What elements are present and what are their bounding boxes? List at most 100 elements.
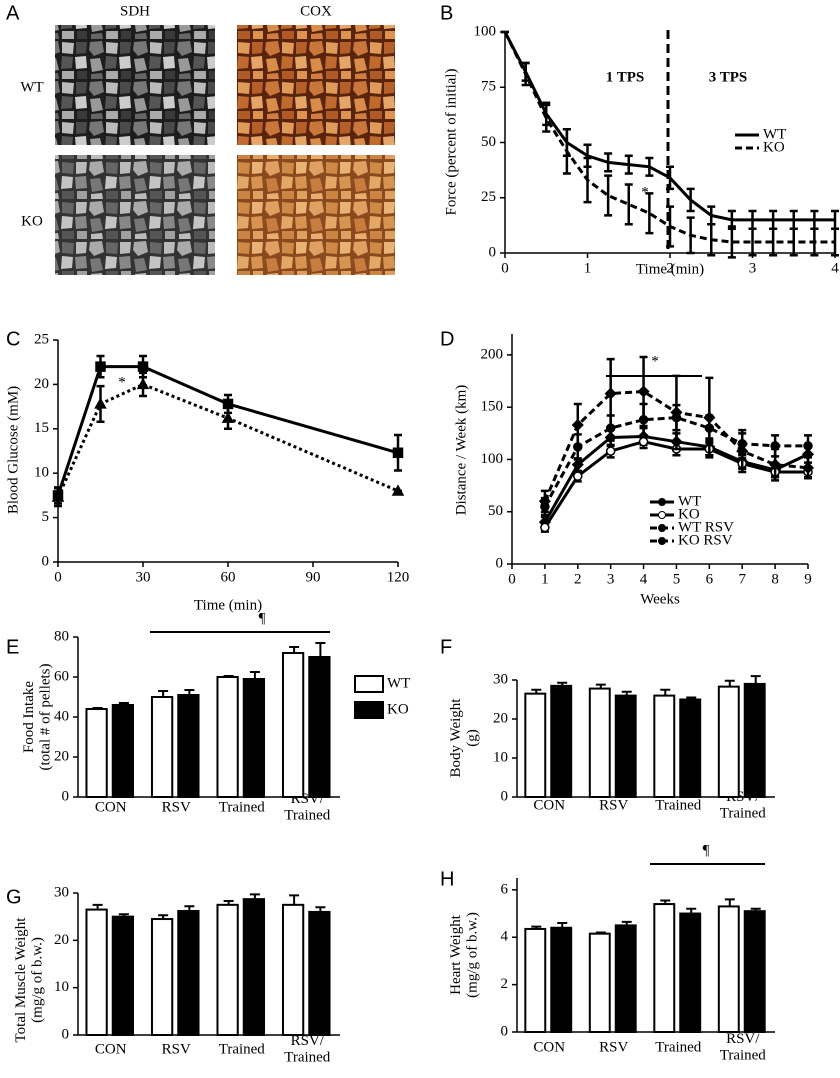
- marker: [769, 458, 782, 471]
- marker: [605, 446, 616, 456]
- bar: [679, 912, 702, 1033]
- error-bar: [686, 216, 695, 255]
- marker: [94, 397, 107, 409]
- annotation: 1 TPS: [606, 69, 645, 85]
- marker: [221, 411, 235, 423]
- y-tick-label: 0: [501, 1023, 509, 1039]
- row-label: KO: [21, 213, 43, 229]
- error-bar: [748, 227, 757, 257]
- data-line: [56, 365, 399, 496]
- y-tick-label: 20: [493, 710, 508, 726]
- error-bar: [604, 152, 613, 173]
- category-label: RSV: [162, 799, 191, 815]
- bar: [85, 708, 108, 798]
- x-tick-label: 2: [666, 260, 674, 276]
- error-bar: [249, 671, 260, 679]
- y-tick-label: 0: [501, 788, 509, 804]
- panel-letter: B: [440, 2, 453, 24]
- error-bar: [666, 165, 674, 191]
- error-bar: [769, 227, 778, 257]
- x-tick-label: 3: [749, 260, 757, 276]
- row-label: WT: [20, 79, 43, 95]
- x-tick-label: 4: [831, 260, 839, 276]
- marker: [803, 441, 813, 451]
- marker: [671, 412, 682, 423]
- y-tick-label: 75: [481, 79, 496, 95]
- y-tick-label: 10: [34, 465, 49, 481]
- y-tick-label: 60: [54, 668, 69, 684]
- y-tick-label: 100: [481, 451, 504, 467]
- annotation: ¶: [259, 610, 266, 626]
- x-tick-label: 0: [508, 571, 516, 587]
- marker: [604, 387, 617, 400]
- x-tick-label: 30: [136, 569, 151, 585]
- y-tick-label: 0: [42, 553, 50, 569]
- legend-label: WT: [678, 493, 701, 509]
- error-bar: [542, 103, 551, 133]
- y-tick-label: 20: [54, 932, 69, 948]
- legend-label: KO: [678, 506, 700, 522]
- annotation: *: [651, 353, 659, 369]
- x-tick-label: 8: [771, 571, 779, 587]
- legend-swatch: [354, 701, 384, 719]
- y-tick-label: 150: [481, 399, 504, 415]
- bar: [743, 910, 766, 1034]
- marker: [391, 484, 405, 496]
- x-tick-label: 1: [541, 571, 549, 587]
- error-bar: [624, 183, 633, 226]
- y-tick-label: 40: [54, 708, 69, 724]
- micrograph: [55, 155, 215, 275]
- x-tick-label: 5: [673, 571, 681, 587]
- legend-marker: [658, 524, 666, 532]
- error-bar: [707, 223, 716, 257]
- category-label: CON: [95, 1041, 127, 1057]
- error-bar: [831, 227, 839, 257]
- annotation: *: [118, 374, 126, 390]
- error-bar: [727, 225, 736, 259]
- x-axis-label: Time (min): [636, 261, 704, 277]
- panel-letter: D: [440, 328, 454, 350]
- x-tick-label: 7: [738, 571, 746, 587]
- data-line: [56, 382, 399, 498]
- error-bar: [810, 227, 819, 257]
- x-tick-label: 60: [221, 569, 236, 585]
- annotation: *: [641, 184, 649, 200]
- category-label: RSV/Trained: [720, 1031, 767, 1064]
- x-tick-label: 3: [607, 571, 615, 587]
- category-label: CON: [533, 797, 565, 813]
- micrograph: [55, 25, 215, 145]
- panel-letter: E: [6, 636, 19, 658]
- x-tick-label: 1: [584, 260, 592, 276]
- bar: [242, 898, 266, 1036]
- category-label: Trained: [219, 1041, 266, 1057]
- error-bar: [724, 898, 735, 907]
- y-tick-label: 30: [54, 884, 69, 900]
- panel-letter: F: [440, 636, 452, 658]
- annotation: 3 TPS: [709, 69, 748, 85]
- marker: [573, 442, 583, 452]
- x-axis-label: Time (min): [194, 597, 262, 613]
- panel-letter: G: [6, 886, 22, 908]
- bar: [550, 684, 573, 798]
- y-axis-label: Total Muscle Weight(mg/g of b.w.): [13, 917, 46, 1043]
- category-label: Trained: [655, 797, 702, 813]
- bar: [679, 698, 702, 798]
- bar: [150, 696, 174, 798]
- y-tick-label: 10: [493, 749, 508, 765]
- bar: [653, 694, 676, 798]
- legend-label: KO RSV: [678, 532, 733, 548]
- marker: [637, 385, 650, 398]
- marker: [704, 423, 715, 433]
- legend-marker: [658, 511, 666, 519]
- y-tick-label: 100: [474, 23, 497, 39]
- y-tick-label: 25: [481, 189, 496, 205]
- y-axis-label: Body Weight(g): [448, 698, 481, 778]
- marker: [770, 441, 780, 451]
- x-tick-label: 2: [574, 571, 582, 587]
- x-tick-label: 90: [306, 569, 321, 585]
- error-bar: [315, 642, 326, 657]
- y-tick-label: 20: [54, 748, 69, 764]
- bar: [111, 915, 135, 1037]
- y-tick-label: 15: [34, 420, 49, 436]
- y-axis-label: Food Intake(total # of pellets): [21, 663, 54, 770]
